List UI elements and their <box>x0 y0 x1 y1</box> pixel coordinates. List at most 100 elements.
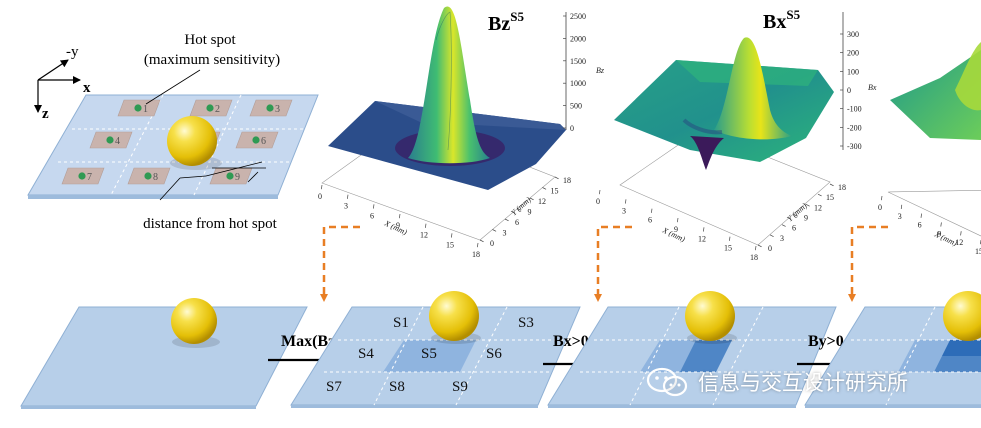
bx-z-tick-5: -200 <box>847 123 862 132</box>
cell-s5-highlight <box>383 340 476 372</box>
sensor-dot-9 <box>226 172 234 180</box>
bx-x-ticks: 0 3 6 9 12 15 18 <box>596 189 758 262</box>
cell-s4: S4 <box>358 346 374 362</box>
step1-sphere <box>171 298 217 344</box>
watermark-text: 信息与交互设计研究所 <box>698 371 908 395</box>
bz-z-tick-3: 1000 <box>570 79 586 88</box>
bz-y-tick-3: 9 <box>528 208 532 217</box>
connector-bx <box>594 225 632 302</box>
bz-z-tick-4: 500 <box>570 102 582 111</box>
bx-surface-plot: 3 0 0 200 100 0 -100 -200 -300 Bx BxS5 0 3 6 9 12 15 1… <box>596 7 877 262</box>
cell-s1: S1 <box>393 315 409 331</box>
bx-x-tick-3: 9 <box>674 225 678 234</box>
magnet-sphere <box>167 116 217 166</box>
by-selected-quarter <box>942 340 981 356</box>
axis-x-label: x <box>83 80 91 96</box>
op-by-label: By>0 <box>808 333 844 350</box>
axis-z-label: z <box>42 106 49 122</box>
cell-s8: S8 <box>389 379 405 395</box>
sensor-label-1: 1 <box>143 104 148 115</box>
step-plate-2: S1 S3 S4 S5 S6 S7 S8 S9 <box>290 291 581 408</box>
sensor-label-9: 9 <box>235 172 240 183</box>
bz-z-tick-1: 2000 <box>570 34 586 43</box>
cell-s6: S6 <box>486 346 502 362</box>
bx-z-label: Bx <box>868 83 877 92</box>
bx-selected-half <box>680 340 732 372</box>
bx-y-tick-4: 12 <box>814 203 822 212</box>
bz-x-tick-1: 3 <box>344 202 348 211</box>
bz-x-tick-2: 6 <box>370 211 374 220</box>
bz-y-tick-6: 18 <box>563 176 571 185</box>
sensor-label-2: 2 <box>215 104 220 115</box>
bx-negative-dip <box>690 136 724 170</box>
cell-s3: S3 <box>518 315 534 331</box>
bx-z-tick-6: -300 <box>847 142 862 151</box>
sensor-dot-1 <box>134 104 142 112</box>
bx-z-tick-3: 0 <box>847 86 851 95</box>
sensor-dot-4 <box>106 136 114 144</box>
distance-dimension <box>159 161 266 201</box>
by-x-label: X (mm) <box>932 229 959 248</box>
cell-s7: S7 <box>326 379 342 395</box>
bx-z-tick-1: 200 <box>847 49 859 58</box>
bz-x-tick-3: 9 <box>396 221 400 230</box>
by-base-surface <box>890 50 981 140</box>
bx-x-tick-0: 0 <box>596 197 600 206</box>
cell-s9: S9 <box>452 379 468 395</box>
bx-y-tick-3: 9 <box>804 214 808 223</box>
sensor-plate-edge <box>28 195 278 199</box>
op-max-bz-label: Max(Bz) <box>281 333 341 350</box>
axis-triad: -y x z <box>34 44 91 122</box>
bz-x-ticks: 0 3 6 9 12 15 18 <box>318 184 480 259</box>
axis-neg-y-label: -y <box>66 44 79 60</box>
sensor-label-8: 8 <box>153 172 158 183</box>
sensor-label-7: 7 <box>87 172 92 183</box>
bz-z-ticks: 2500 2000 1500 1000 500 0 <box>563 12 586 133</box>
hot-spot-label: Hot spot <box>184 32 236 48</box>
bz-z-tick-2: 1500 <box>570 57 586 66</box>
bz-x-tick-5: 15 <box>446 240 454 249</box>
bz-x-tick-4: 12 <box>420 231 428 240</box>
bz-y-tick-2: 6 <box>515 218 519 227</box>
sensor-dot-2 <box>206 104 214 112</box>
sensor-label-6: 6 <box>261 136 266 147</box>
hot-spot-leader <box>145 69 201 105</box>
bz-z-tick-0: 2500 <box>570 12 586 21</box>
by-surface-plot: 0 3 6 9 12 15 X (mm) <box>878 42 981 256</box>
sensor-array-diagram: -y x z 123456789 Hot spot (maximum sensi… <box>27 32 319 232</box>
bz-title: BzS5 <box>488 9 524 35</box>
bx-x-tick-4: 12 <box>698 234 706 243</box>
by-x-tick-2: 6 <box>918 221 922 230</box>
by-x-tick-5: 15 <box>975 247 981 256</box>
by-x-tick-3: 9 <box>937 229 941 238</box>
bx-title: BxS5 <box>763 7 801 33</box>
bx-x-tick-2: 6 <box>648 216 652 225</box>
bx-y-tick-0: 0 <box>768 244 772 253</box>
bx-y-tick-6: 18 <box>838 183 846 192</box>
bz-y-tick-0: 0 <box>490 239 494 248</box>
sensor-dot-8 <box>144 172 152 180</box>
bz-y-tick-5: 15 <box>551 187 559 196</box>
step2-sphere <box>429 291 479 341</box>
bz-y-tick-1: 3 <box>503 229 507 238</box>
bx-z-tick-2: 100 <box>847 67 859 76</box>
bx-x-tick-5: 15 <box>724 244 732 253</box>
by-x-tick-0: 0 <box>878 203 882 212</box>
step-plate-1 <box>20 298 308 409</box>
bx-z-tick-4: -100 <box>847 105 862 114</box>
bx-z-ticks: 300 200 100 0 -100 -200 -300 <box>840 30 862 151</box>
step-plate-3 <box>547 291 837 408</box>
by-x-tick-1: 3 <box>898 212 902 221</box>
bx-x-tick-6: 18 <box>750 253 758 262</box>
bx-x-tick-1: 3 <box>622 206 626 215</box>
cell-s5: S5 <box>421 346 437 362</box>
watermark: 信息与交互设计研究所 <box>646 365 908 399</box>
step4-sphere <box>943 291 981 341</box>
bz-z-label: Bz <box>596 66 605 75</box>
bz-x-tick-6: 18 <box>472 250 480 259</box>
sensor-dot-6 <box>252 136 260 144</box>
distance-label: distance from hot spot <box>143 216 278 232</box>
